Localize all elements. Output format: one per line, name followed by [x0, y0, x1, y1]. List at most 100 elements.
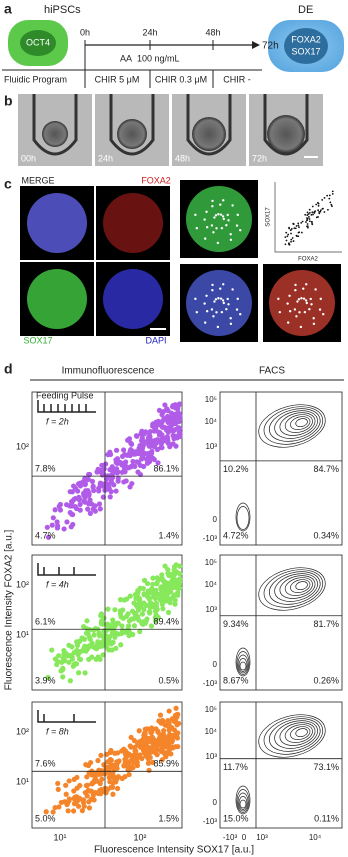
- inset-dot: [285, 239, 288, 242]
- scatter-dot: [70, 521, 76, 528]
- nucleus-dot: [205, 226, 209, 229]
- contour: [274, 573, 318, 602]
- y-tick-label: -10³: [203, 534, 218, 543]
- scatter-dot: [163, 750, 169, 756]
- scatter-dot: [123, 613, 130, 619]
- scatter-dot: [105, 606, 111, 612]
- inset-dot: [297, 222, 300, 225]
- scatter-dot: [153, 612, 159, 618]
- scatter-dot: [131, 623, 138, 629]
- organoid: [27, 269, 87, 329]
- scatter-dot: [135, 469, 141, 475]
- facs-plot-frame: [219, 554, 343, 691]
- scatter-dot: [76, 496, 83, 502]
- scatter-dot: [163, 741, 169, 747]
- scatter-dot: [104, 751, 110, 757]
- y-tick-label: 10³: [205, 605, 217, 614]
- scatter-dot: [135, 601, 141, 607]
- nucleus-dot: [221, 299, 225, 302]
- scatter-dot: [149, 725, 155, 731]
- scatter-dot: [66, 778, 72, 784]
- chir-label: CHIR 5 μM: [95, 74, 140, 84]
- y-tick-label: 10²: [16, 441, 29, 451]
- scatter-dot: [89, 654, 95, 660]
- contour: [295, 418, 308, 428]
- scatter-dot: [122, 756, 128, 762]
- nucleus-dot: [215, 227, 218, 230]
- scatter-dot: [132, 463, 138, 469]
- scatter-dot: [105, 452, 111, 458]
- inset-dot: [330, 203, 333, 206]
- if-plot-frame: [31, 701, 183, 829]
- scatter-dot: [112, 607, 118, 613]
- nucleus-dot: [294, 283, 297, 287]
- scatter-dot: [145, 756, 152, 762]
- scatter-dot: [175, 592, 181, 598]
- aggregate: [42, 121, 68, 147]
- contour: [239, 799, 247, 809]
- contour: [268, 718, 321, 752]
- scatter-dot: [95, 757, 101, 764]
- scatter-dot: [87, 510, 93, 516]
- scatter-dot: [110, 791, 116, 797]
- nucleus-dot: [302, 287, 305, 290]
- nucleus-dot: [288, 310, 292, 313]
- scatter-dot: [97, 656, 103, 662]
- inset-dot: [308, 220, 311, 223]
- nucleus-dot: [219, 297, 223, 300]
- quadrant-value: 84.7%: [313, 464, 339, 474]
- scatter-dot: [121, 763, 127, 769]
- time-label: 72h: [252, 153, 267, 163]
- scatter-dot: [110, 627, 116, 633]
- x-axis-title: Fluorescence Intensity SOX17 [a.u.]: [94, 845, 254, 856]
- scatter-dot: [92, 789, 99, 796]
- scatter-dot: [56, 653, 62, 659]
- x-tick-label: 10⁴: [309, 833, 322, 842]
- y-tick-label: 10¹: [16, 629, 29, 639]
- channel-wall: [263, 94, 309, 156]
- inset-dot: [297, 231, 300, 234]
- scatter-dot: [67, 489, 73, 495]
- scatter-dot: [132, 758, 138, 764]
- scatter-dot: [63, 502, 70, 508]
- scatter-dot: [155, 742, 161, 749]
- inset-dot: [331, 205, 333, 208]
- end-label: DE: [298, 4, 313, 16]
- scatter-dot: [49, 522, 55, 528]
- nucleus-dot: [296, 300, 299, 303]
- inset-dot: [312, 213, 314, 216]
- nucleus-dot: [310, 303, 313, 306]
- quadrant-value: 4.7%: [35, 530, 56, 540]
- scatter-dot: [165, 609, 172, 616]
- scatter-dot: [145, 760, 152, 766]
- scatter-dot: [84, 774, 90, 780]
- scatter-dot: [115, 620, 121, 626]
- contour: [290, 416, 311, 430]
- contour: [268, 408, 321, 442]
- scatter-dot: [75, 803, 82, 809]
- scatter-dot: [101, 466, 107, 472]
- channel-label: SOX17: [23, 335, 52, 345]
- inset-dot: [331, 192, 334, 195]
- scatter-dot: [146, 596, 152, 602]
- quadrant-value: 1.5%: [158, 813, 179, 823]
- scatter-dot: [146, 767, 152, 773]
- scatter-dot: [176, 401, 183, 407]
- nucleus-dot: [222, 301, 225, 305]
- nucleus-dot: [222, 283, 225, 286]
- scatter-dot: [75, 481, 82, 487]
- nucleus-dot: [213, 216, 216, 219]
- scatter-dot: [110, 471, 116, 477]
- x-tick-label: 10¹: [53, 832, 66, 842]
- scatter-dot: [86, 491, 92, 497]
- nucleus-dot: [217, 213, 220, 216]
- scatter-dot: [96, 633, 103, 639]
- y-tick-label: 10¹: [16, 776, 29, 786]
- column-header: Immunofluorescence: [62, 366, 155, 377]
- scatter-dot: [166, 597, 172, 603]
- nucleus-dot: [222, 217, 225, 221]
- quadrant-value: 81.7%: [313, 619, 339, 629]
- scatter-dot: [86, 634, 92, 640]
- scatter-dot: [113, 466, 120, 472]
- nucleus-dot: [286, 302, 289, 305]
